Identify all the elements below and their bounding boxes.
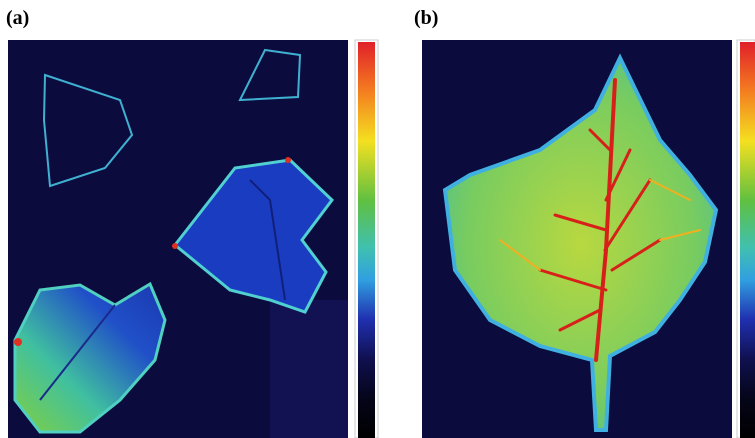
panel-a-image [8,40,348,438]
figure: (a) (b) [0,0,755,438]
colorbar [358,42,375,438]
panel-label: (b) [414,7,438,29]
panel-label: (a) [6,7,29,29]
colorbar [740,42,755,438]
panel-b-image [422,40,732,438]
